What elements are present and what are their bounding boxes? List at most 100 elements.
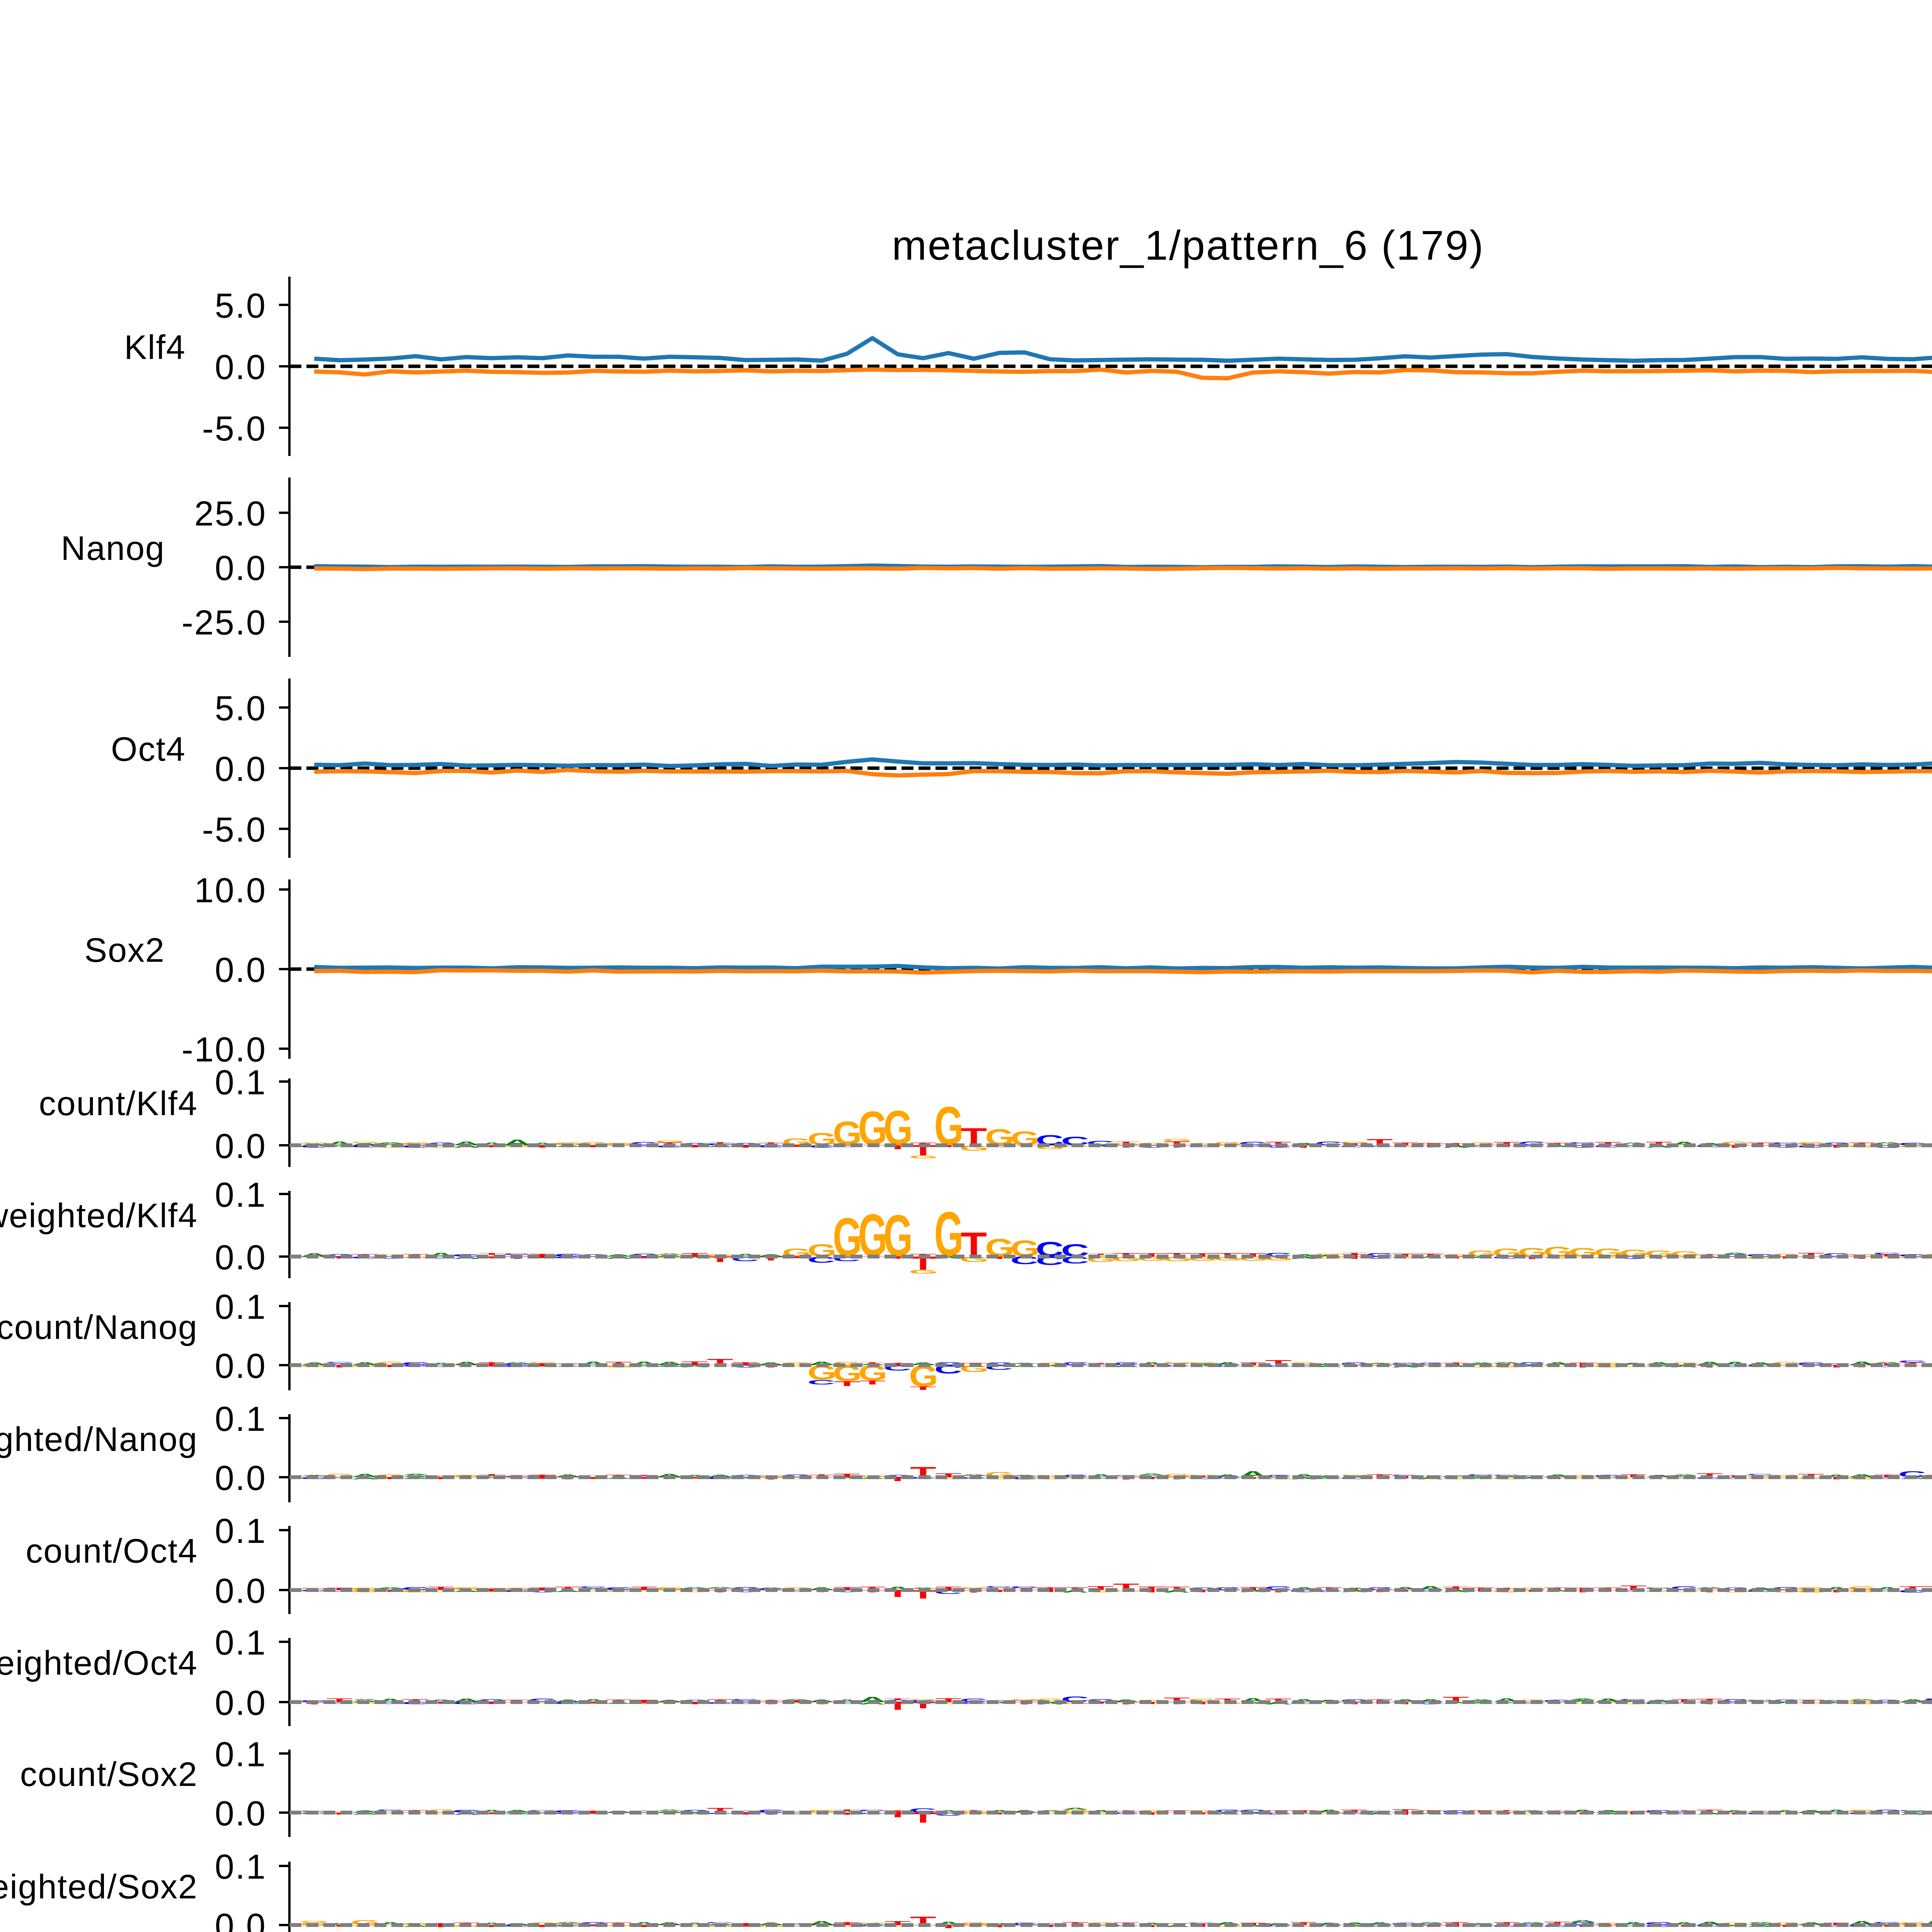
svg-text:A: A — [1747, 1922, 1774, 1923]
svg-text:C: C — [528, 1810, 556, 1811]
svg-text:G: G — [960, 1587, 989, 1588]
svg-text:-5.0: -5.0 — [202, 811, 267, 849]
svg-text:G: G — [909, 1269, 938, 1275]
svg-text:10.0: 10.0 — [194, 871, 267, 910]
svg-text:0.0: 0.0 — [215, 1347, 267, 1386]
svg-text:G: G — [782, 1365, 811, 1367]
svg-text:A: A — [833, 1477, 861, 1480]
svg-text:0.0: 0.0 — [215, 549, 267, 588]
svg-text:C: C — [325, 1590, 353, 1592]
svg-text:G: G — [960, 1255, 989, 1264]
svg-text:T: T — [479, 1474, 505, 1476]
svg-text:G: G — [655, 1140, 685, 1143]
svg-text:0.0: 0.0 — [215, 1684, 267, 1723]
svg-text:T: T — [1823, 1589, 1850, 1593]
svg-text:G: G — [1188, 1474, 1217, 1476]
svg-text:T: T — [428, 1477, 454, 1480]
svg-text:T: T — [986, 1812, 1012, 1815]
svg-text:A: A — [681, 1256, 709, 1259]
svg-text:T: T — [1823, 1145, 1850, 1148]
svg-text:Oct4: Oct4 — [111, 730, 186, 768]
svg-text:A: A — [1823, 1702, 1850, 1704]
svg-text:T: T — [479, 1256, 505, 1259]
svg-text:0.1: 0.1 — [215, 1735, 267, 1774]
svg-text:G: G — [1188, 1362, 1217, 1364]
svg-text:A: A — [935, 1810, 962, 1813]
svg-text:G: G — [1137, 1699, 1167, 1702]
svg-text:C: C — [630, 1476, 658, 1478]
svg-text:G: G — [300, 1920, 329, 1923]
svg-text:G: G — [782, 1477, 811, 1480]
svg-text:T: T — [1037, 1925, 1063, 1928]
svg-text:C: C — [427, 1700, 455, 1702]
svg-text:0.0: 0.0 — [215, 1794, 267, 1833]
svg-text:C: C — [680, 1143, 708, 1146]
svg-text:A: A — [681, 1922, 709, 1926]
svg-text:A: A — [478, 1477, 506, 1480]
svg-text:C: C — [833, 1702, 861, 1704]
svg-text:C: C — [325, 1702, 353, 1704]
svg-text:0.1: 0.1 — [215, 1288, 267, 1327]
svg-text:G: G — [1163, 1362, 1192, 1364]
svg-text:5.0: 5.0 — [215, 689, 267, 728]
svg-text:25.0: 25.0 — [194, 495, 267, 533]
svg-text:C: C — [630, 1145, 658, 1147]
svg-text:C: C — [1822, 1256, 1850, 1259]
svg-text:C: C — [985, 1145, 1013, 1148]
svg-text:0.1: 0.1 — [215, 1512, 267, 1551]
svg-text:C: C — [1772, 1145, 1799, 1148]
svg-text:C: C — [731, 1699, 759, 1701]
svg-text:A: A — [960, 1474, 988, 1476]
svg-text:C: C — [1010, 1586, 1038, 1588]
svg-text:C: C — [1924, 1698, 1932, 1701]
svg-text:A: A — [377, 1143, 404, 1146]
svg-text:G: G — [630, 1812, 659, 1815]
svg-text:T: T — [580, 1812, 606, 1814]
svg-text:G: G — [1087, 1365, 1116, 1368]
svg-text:T: T — [580, 1925, 606, 1927]
svg-text:T: T — [377, 1364, 403, 1367]
svg-text:T: T — [910, 1386, 936, 1391]
svg-text:C: C — [731, 1589, 759, 1593]
svg-text:G: G — [960, 1144, 989, 1152]
svg-text:C: C — [985, 1699, 1013, 1702]
svg-text:count/Sox2: count/Sox2 — [20, 1755, 198, 1793]
svg-text:T: T — [1823, 1476, 1850, 1480]
svg-text:T: T — [327, 1812, 353, 1815]
svg-text:G: G — [1137, 1809, 1167, 1813]
svg-text:A: A — [580, 1587, 607, 1591]
svg-text:T: T — [961, 1810, 987, 1811]
svg-text:count/Oct4: count/Oct4 — [26, 1532, 198, 1570]
svg-text:A: A — [732, 1476, 759, 1480]
svg-text:A: A — [1036, 1701, 1064, 1705]
svg-text:weighted/Oct4: weighted/Oct4 — [0, 1644, 198, 1682]
svg-text:A: A — [986, 1702, 1013, 1704]
svg-text:C: C — [1873, 1922, 1901, 1923]
svg-text:T: T — [580, 1145, 606, 1148]
svg-text:G: G — [478, 1587, 507, 1589]
svg-text:G: G — [1036, 1362, 1065, 1366]
svg-text:C: C — [1873, 1252, 1901, 1255]
svg-text:C: C — [579, 1586, 607, 1588]
svg-text:G: G — [985, 1587, 1014, 1590]
svg-text:T: T — [884, 1362, 911, 1364]
svg-text:A: A — [427, 1362, 455, 1366]
svg-text:G: G — [376, 1145, 405, 1148]
svg-text:0.1: 0.1 — [215, 1176, 267, 1214]
svg-text:C: C — [1873, 1590, 1901, 1592]
svg-text:C: C — [706, 1922, 734, 1924]
svg-text:C: C — [782, 1590, 810, 1592]
svg-text:G: G — [1137, 1142, 1167, 1146]
svg-text:T: T — [529, 1365, 556, 1367]
svg-text:A: A — [1036, 1810, 1064, 1811]
svg-text:T: T — [1874, 1925, 1900, 1927]
svg-text:T: T — [529, 1925, 556, 1928]
svg-text:T: T — [1874, 1253, 1900, 1257]
svg-text:-10.0: -10.0 — [182, 1031, 267, 1069]
svg-text:T: T — [631, 1477, 657, 1479]
svg-text:T: T — [327, 1364, 353, 1368]
svg-text:C: C — [1822, 1925, 1850, 1927]
svg-text:C: C — [782, 1925, 810, 1927]
svg-text:C: C — [427, 1256, 455, 1259]
svg-text:Sox2: Sox2 — [84, 931, 165, 969]
